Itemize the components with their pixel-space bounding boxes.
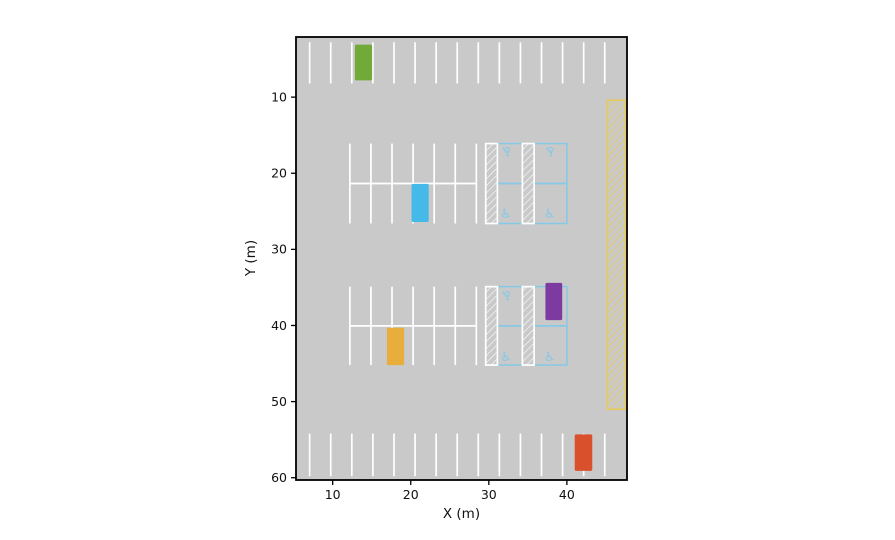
y-tick-label: 20	[271, 166, 287, 181]
lot-surface	[296, 37, 627, 480]
plot-frame	[295, 36, 628, 481]
y-tick-label: 30	[271, 242, 287, 257]
x-tick-label: 30	[481, 487, 497, 502]
car-purple	[545, 282, 563, 321]
row2-left-stalls	[349, 286, 478, 366]
y-tick-label: 10	[271, 89, 287, 104]
car-red	[574, 434, 593, 471]
wheelchair-icon: ♿	[500, 350, 512, 365]
handicap-access-aisle	[484, 142, 499, 225]
car-amber	[386, 327, 405, 366]
wheelchair-icon: ♿	[500, 143, 512, 158]
car-green	[354, 44, 373, 81]
y-tick-label: 50	[271, 394, 287, 409]
row1-left-stalls	[349, 143, 478, 224]
wheelchair-icon: ♿	[544, 143, 556, 158]
wheelchair-icon: ♿	[544, 207, 556, 222]
wheelchair-icon: ♿	[500, 207, 512, 222]
x-axis-label: X (m)	[442, 506, 481, 522]
x-tick-label: 10	[325, 487, 341, 502]
y-axis-label: Y (m)	[243, 239, 259, 277]
handicap-access-aisle	[521, 285, 535, 366]
x-tick-label: 20	[403, 487, 419, 502]
car-cyan	[411, 183, 429, 222]
x-tick-label: 40	[559, 487, 575, 502]
y-tick-label: 60	[271, 470, 287, 485]
handicap-access-aisle	[521, 142, 535, 225]
handicap-block-2: ♿ ♿ ♿	[484, 285, 568, 366]
handicap-block-1: ♿ ♿ ♿ ♿	[484, 142, 568, 225]
y-tick-label: 40	[271, 318, 287, 333]
top-edge-stalls	[308, 42, 606, 84]
handicap-access-aisle	[484, 285, 499, 366]
restricted-zone	[606, 99, 627, 411]
wheelchair-icon: ♿	[500, 287, 512, 302]
wheelchair-icon: ♿	[544, 350, 556, 365]
